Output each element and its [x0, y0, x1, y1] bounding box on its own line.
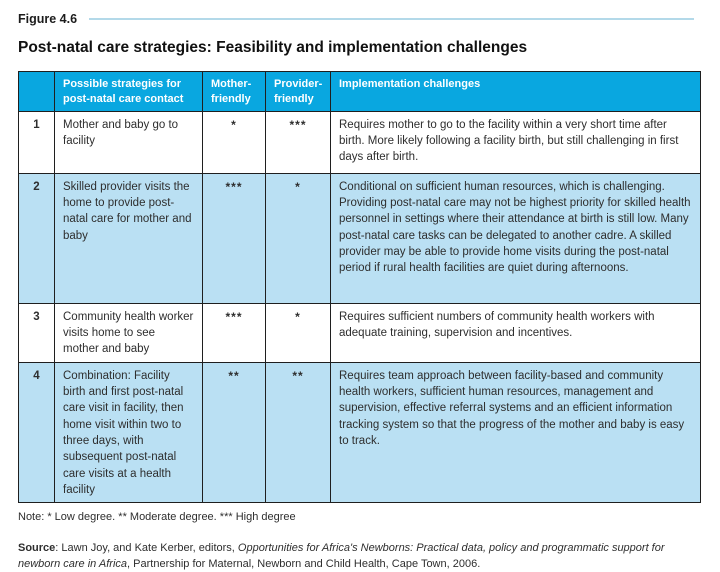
- row-number: 3: [18, 302, 55, 363]
- table-row: 4 Combination: Facility birth and first …: [18, 361, 701, 504]
- row-number: 1: [18, 110, 55, 174]
- challenges-cell: Conditional on sufficient human resource…: [330, 172, 701, 304]
- strategy-cell: Skilled provider visits the home to prov…: [54, 172, 203, 304]
- source-citation-end: , Partnership for Maternal, Newborn and …: [127, 557, 481, 570]
- figure-label: Figure 4.6: [18, 12, 78, 26]
- challenges-cell: Requires sufficient numbers of community…: [330, 302, 701, 363]
- source-text: Source: Lawn Joy, and Kate Kerber, edito…: [18, 541, 700, 572]
- mother-friendly-rating: ***: [202, 172, 266, 304]
- table-row: 2 Skilled provider visits the home to pr…: [18, 172, 701, 304]
- mother-friendly-rating: ***: [202, 302, 266, 363]
- strategy-cell: Community health worker visits home to s…: [54, 302, 203, 363]
- source-citation-start: : Lawn Joy, and Kate Kerber, editors,: [55, 542, 238, 555]
- provider-friendly-rating: *: [265, 302, 331, 363]
- figure-accent-line: [89, 18, 694, 20]
- row-number: 4: [18, 361, 55, 504]
- provider-friendly-rating: **: [265, 361, 331, 504]
- source-label: Source: [18, 542, 56, 555]
- note-text: Note: * Low degree. ** Moderate degree. …: [18, 511, 296, 524]
- strategy-cell: Mother and baby go to facility: [54, 110, 203, 174]
- header-implementation-challenges: Implementation challenges: [330, 71, 701, 112]
- table-row: 3 Community health worker visits home to…: [18, 302, 701, 363]
- table-row: 1 Mother and baby go to facility * *** R…: [18, 110, 701, 174]
- provider-friendly-rating: ***: [265, 110, 331, 174]
- header-number: [18, 71, 55, 112]
- figure-title: Post-natal care strategies: Feasibility …: [18, 39, 528, 56]
- mother-friendly-rating: **: [202, 361, 266, 504]
- strategies-table: Possible strategies for post-natal care …: [18, 71, 701, 504]
- provider-friendly-rating: *: [265, 172, 331, 304]
- header-provider-friendly: Provider-friendly: [265, 71, 331, 112]
- table-header-row: Possible strategies for post-natal care …: [18, 71, 701, 112]
- mother-friendly-rating: *: [202, 110, 266, 174]
- document-page: Figure 4.6 Post-natal care strategies: F…: [18, 12, 701, 570]
- figure-label-row: Figure 4.6: [18, 12, 700, 26]
- challenges-cell: Requires team approach between facility-…: [330, 361, 701, 504]
- strategy-cell: Combination: Facility birth and first po…: [54, 361, 203, 504]
- challenges-cell: Requires mother to go to the facility wi…: [330, 110, 701, 174]
- header-mother-friendly: Mother-friendly: [202, 71, 266, 112]
- header-strategy: Possible strategies for post-natal care …: [54, 71, 203, 112]
- row-number: 2: [18, 172, 55, 304]
